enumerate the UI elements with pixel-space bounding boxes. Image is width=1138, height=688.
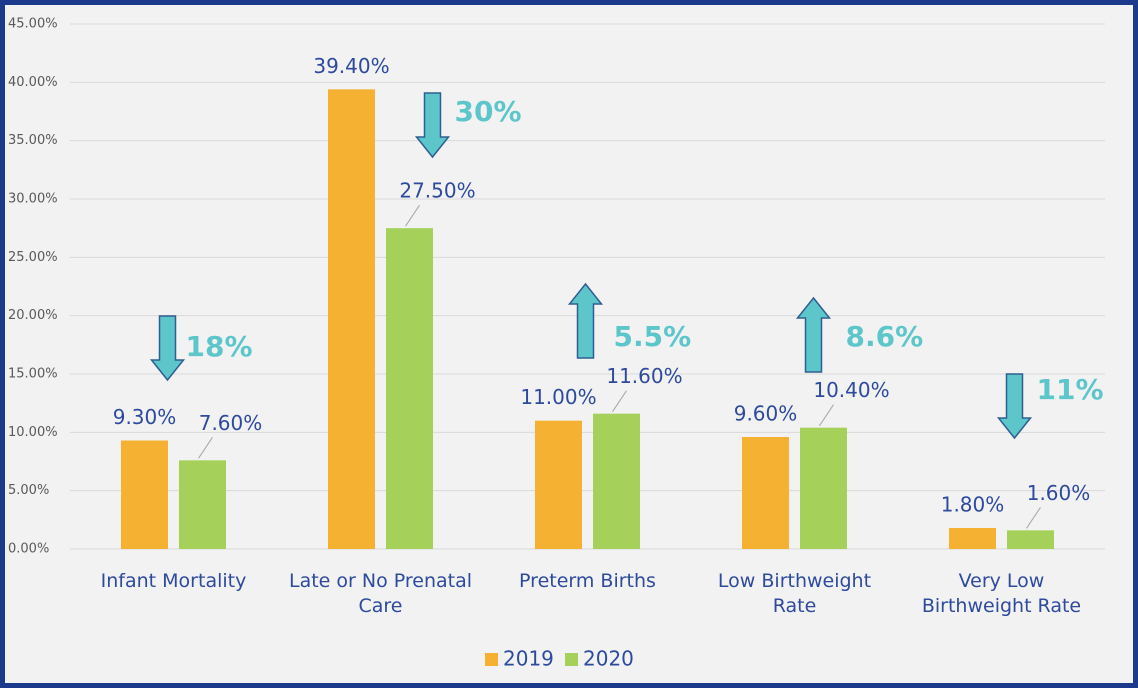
annotation-arrow	[996, 373, 1033, 440]
leader-line	[1026, 507, 1041, 529]
x-tick-label: Preterm Births	[519, 570, 656, 592]
y-tick-label: 10.00%	[8, 425, 58, 440]
bar	[535, 420, 582, 549]
bar	[1007, 530, 1054, 549]
legend-swatch	[565, 653, 578, 666]
value-label: 1.60%	[1027, 481, 1091, 505]
bar	[800, 427, 847, 549]
y-tick-label: 20.00%	[8, 308, 58, 323]
annotation-text: 30%	[455, 95, 522, 128]
y-tick-label: 25.00%	[8, 250, 58, 265]
value-label: 39.40%	[313, 54, 389, 78]
value-label: 9.30%	[113, 405, 177, 429]
bar	[328, 89, 375, 549]
y-tick-label: 35.00%	[8, 133, 58, 148]
y-tick-label: 30.00%	[8, 192, 58, 207]
annotation-text: 8.6%	[846, 320, 924, 353]
bar	[179, 460, 226, 549]
annotation-text: 11%	[1037, 373, 1104, 406]
annotation-arrow	[149, 315, 186, 382]
legend-label: 2020	[583, 647, 634, 671]
leader-line	[612, 390, 627, 412]
legend-swatch	[485, 653, 498, 666]
annotation-arrow	[567, 282, 604, 359]
bar	[742, 437, 789, 549]
value-label: 11.60%	[606, 364, 682, 388]
x-tick-label: Infant Mortality	[100, 570, 247, 592]
y-tick-label: 45.00%	[8, 17, 58, 32]
annotation-arrow	[414, 92, 451, 159]
leader-line	[198, 437, 213, 459]
bar	[949, 528, 996, 549]
annotation-text: 5.5%	[614, 320, 692, 353]
x-tick-label: Very Low Birthweight Rate	[921, 570, 1082, 617]
value-label: 9.60%	[734, 402, 798, 426]
y-tick-label: 40.00%	[8, 75, 58, 90]
y-tick-label: 15.00%	[8, 367, 58, 382]
value-label: 10.40%	[813, 378, 889, 402]
bar	[121, 440, 168, 549]
value-label: 11.00%	[520, 385, 596, 409]
bar	[386, 228, 433, 549]
value-label: 1.80%	[941, 493, 1005, 517]
legend-label: 2019	[503, 647, 554, 671]
y-tick-label: 5.00%	[8, 483, 49, 498]
value-label: 27.50%	[399, 179, 475, 203]
value-label: 7.60%	[199, 411, 263, 435]
x-tick-label: Late or No Prenatal Care	[288, 570, 473, 617]
bar	[593, 413, 640, 549]
leader-line	[819, 404, 834, 426]
x-tick-label: Low Birthweight Rate	[717, 570, 872, 617]
annotation-text: 18%	[186, 330, 253, 363]
annotation-arrow	[795, 296, 832, 373]
leader-line	[405, 204, 420, 227]
chart-canvas: 0.00% 5.00% 10.00% 15.00% 20.00% 25.00% 30.00%…	[8, 17, 1105, 671]
y-tick-label: 0.00%	[8, 542, 49, 557]
